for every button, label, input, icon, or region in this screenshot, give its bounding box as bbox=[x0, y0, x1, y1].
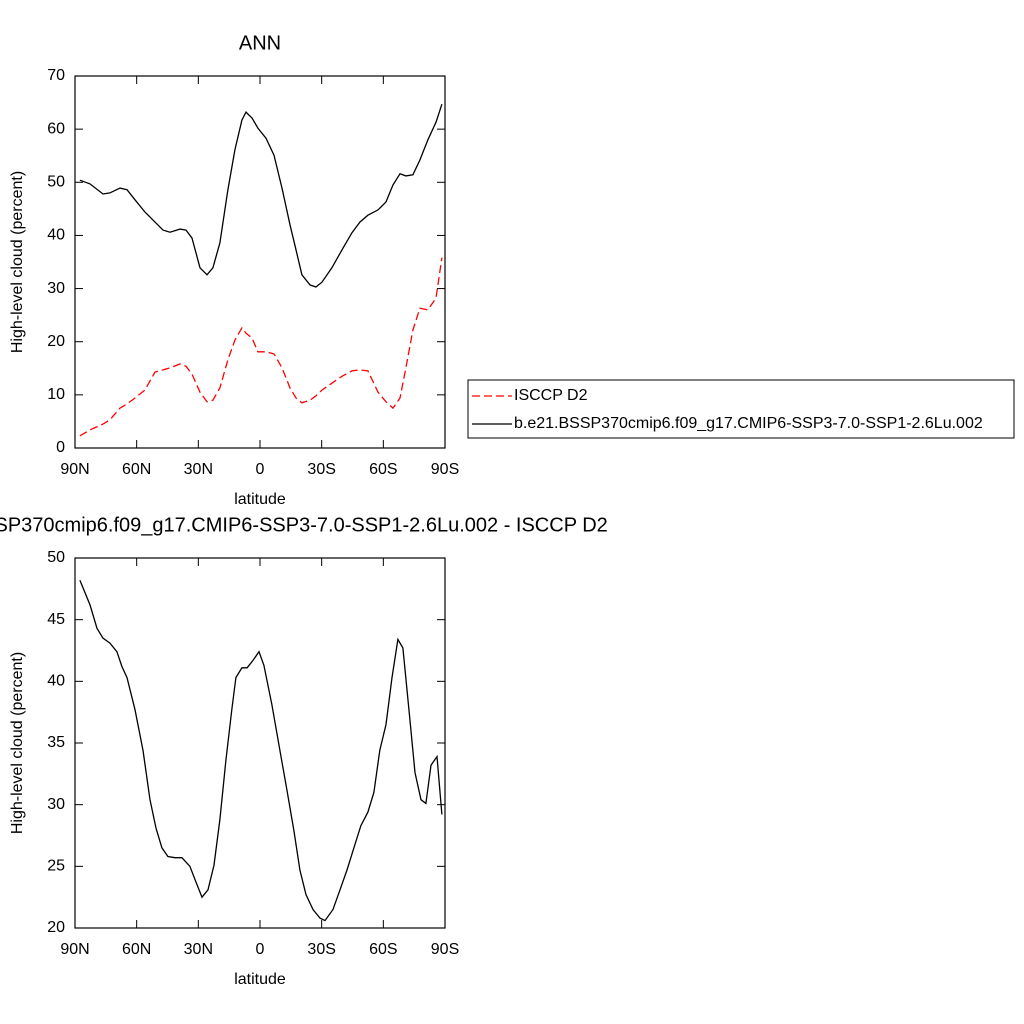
y-tick-label: 10 bbox=[47, 386, 65, 403]
y-tick-label: 60 bbox=[47, 120, 65, 137]
y-axis-label: High-level cloud (percent) bbox=[9, 171, 26, 353]
x-tick-label: 90N bbox=[60, 461, 89, 478]
y-tick-label: 50 bbox=[47, 174, 65, 191]
x-axis-label: latitude bbox=[234, 971, 286, 988]
x-tick-label: 60S bbox=[369, 941, 397, 958]
x-tick-label: 60N bbox=[122, 461, 151, 478]
data-line bbox=[79, 103, 443, 288]
x-tick-label: 60N bbox=[122, 941, 151, 958]
chart-title: b.e21.BSSP370cmip6.f09_g17.CMIP6-SSP3-7.… bbox=[0, 514, 608, 536]
x-tick-label: 0 bbox=[256, 461, 265, 478]
x-tick-label: 30S bbox=[307, 941, 335, 958]
x-tick-label: 60S bbox=[369, 461, 397, 478]
x-tick-label: 90S bbox=[431, 941, 459, 958]
y-tick-label: 25 bbox=[47, 858, 65, 875]
data-line bbox=[79, 257, 443, 437]
legend-label: b.e21.BSSP370cmip6.f09_g17.CMIP6-SSP3-7.… bbox=[514, 415, 983, 432]
plot-frame bbox=[74, 557, 446, 929]
data-line bbox=[79, 579, 443, 922]
y-tick-label: 40 bbox=[47, 673, 65, 690]
y-tick-label: 20 bbox=[47, 919, 65, 936]
y-tick-label: 40 bbox=[47, 227, 65, 244]
x-tick-label: 90N bbox=[60, 941, 89, 958]
legend-label: ISCCP D2 bbox=[514, 387, 588, 404]
x-axis-label: latitude bbox=[234, 491, 286, 508]
x-tick-label: 30N bbox=[184, 461, 213, 478]
legend-box bbox=[467, 379, 1015, 439]
y-tick-label: 45 bbox=[47, 611, 65, 628]
y-axis-label: High-level cloud (percent) bbox=[9, 652, 26, 834]
x-tick-label: 30S bbox=[307, 461, 335, 478]
x-tick-label: 0 bbox=[256, 941, 265, 958]
chart-title: ANN bbox=[239, 32, 281, 54]
x-tick-label: 30N bbox=[184, 941, 213, 958]
y-tick-label: 35 bbox=[47, 734, 65, 751]
x-tick-label: 90S bbox=[431, 461, 459, 478]
y-tick-label: 30 bbox=[47, 280, 65, 297]
y-tick-label: 70 bbox=[47, 67, 65, 84]
y-tick-label: 50 bbox=[47, 549, 65, 566]
y-tick-label: 0 bbox=[56, 439, 65, 456]
y-tick-label: 30 bbox=[47, 796, 65, 813]
y-tick-label: 20 bbox=[47, 333, 65, 350]
plot-frame bbox=[74, 75, 446, 449]
